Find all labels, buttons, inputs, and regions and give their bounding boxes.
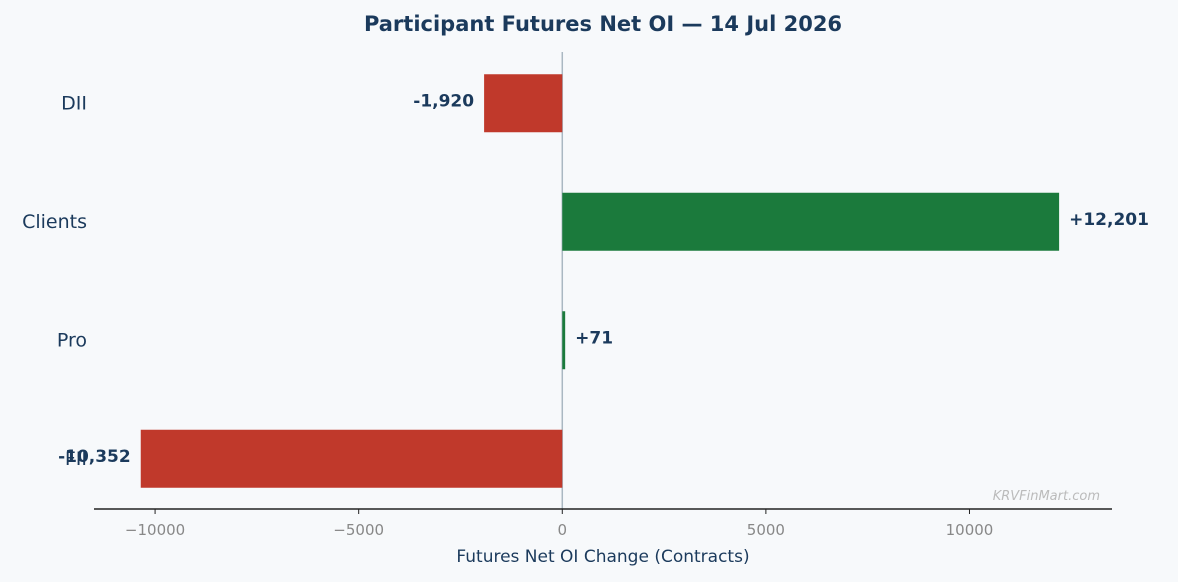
x-tick-label: 10000 [946, 521, 994, 539]
category-labels: DII Clients Pro FII [22, 92, 87, 470]
x-tick-label: −10000 [125, 521, 185, 539]
value-label-pro: +71 [575, 328, 613, 348]
chart-title: Participant Futures Net OI — 14 Jul 2026 [364, 12, 842, 36]
category-label-fii: FII [65, 448, 87, 470]
value-label-fii: -10,352 [58, 447, 131, 467]
bars-layer [140, 52, 1060, 509]
value-label-clients: +12,201 [1069, 210, 1149, 230]
bar-clients [562, 192, 1060, 251]
bar-fii [140, 429, 563, 488]
x-tick-label: 5000 [747, 521, 785, 539]
category-label-dii: DII [61, 92, 87, 114]
x-axis-label: Futures Net OI Change (Contracts) [456, 547, 749, 567]
bar-dii [484, 74, 563, 133]
category-label-clients: Clients [22, 211, 87, 233]
bar-pro [562, 311, 566, 370]
value-labels: -1,920 +12,201 +71 -10,352 [58, 91, 1149, 467]
value-label-dii: -1,920 [413, 91, 474, 111]
x-tick-label: −5000 [333, 521, 384, 539]
x-axis: −10000 −5000 0 5000 10000 [94, 508, 1112, 539]
category-label-pro: Pro [57, 329, 87, 351]
watermark: KRVFinMart.com [993, 489, 1100, 504]
x-tick-label: 0 [558, 521, 568, 539]
